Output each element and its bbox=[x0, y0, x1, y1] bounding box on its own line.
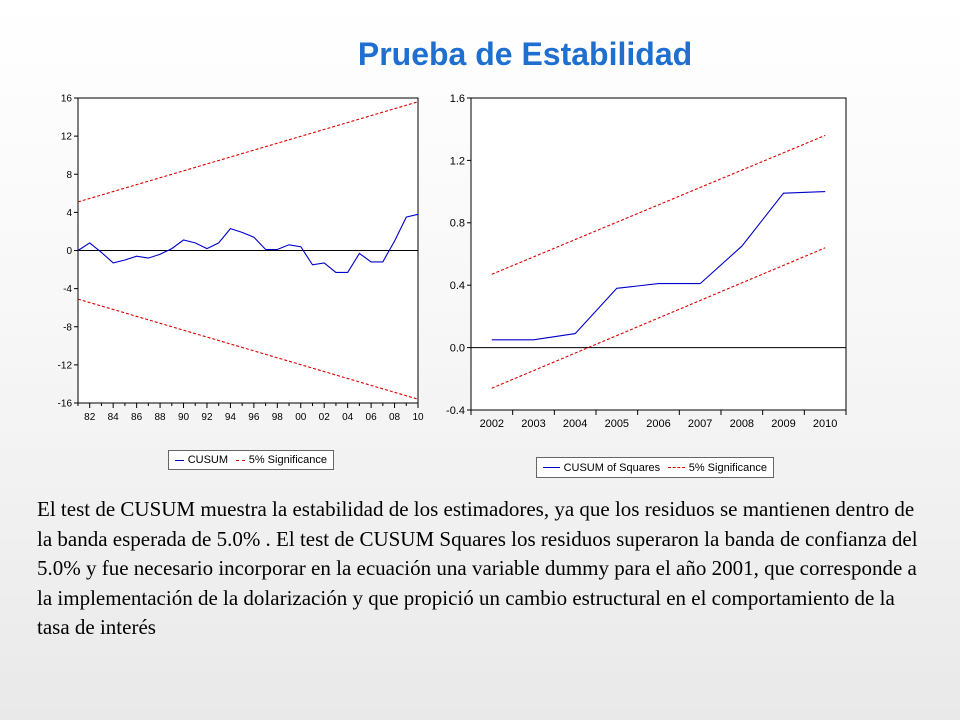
cusum-x-tick-label: 88 bbox=[155, 412, 167, 423]
cusumsq-y-tick-label: 1.6 bbox=[450, 93, 465, 105]
cusum-x-tick-label: 98 bbox=[272, 412, 284, 423]
cusumsq-upper-band-line bbox=[491, 134, 826, 275]
cusum-x-tick-label: 10 bbox=[412, 412, 424, 423]
cusum-x-tick-label: 90 bbox=[178, 412, 190, 423]
cusum-y-tick-label: 12 bbox=[61, 132, 73, 143]
cusum-y-tick-label: -12 bbox=[58, 360, 73, 371]
cusumsq-x-tick-label: 2006 bbox=[646, 418, 670, 430]
cusum-legend: CUSUM 5% Significance bbox=[168, 450, 334, 470]
cusum-x-tick-label: 04 bbox=[342, 412, 354, 423]
page-title: Prueba de Estabilidad bbox=[357, 36, 693, 72]
cusum-x-tick-label: 82 bbox=[84, 412, 96, 423]
cusum-x-tick-label: 92 bbox=[201, 412, 213, 423]
cusumsq-x-tick-label: 2010 bbox=[813, 418, 837, 430]
cusum-squares-chart: 1.6 1.2 0.8 0.4 0.0 -0.4 2002 2003 2004 2005 2006 2… bbox=[446, 93, 847, 430]
legend-label-cusum-squares: CUSUM of Squares bbox=[563, 461, 661, 474]
legend-solid-line-icon bbox=[175, 459, 184, 461]
legend-label-significance: 5% Significance bbox=[248, 454, 327, 466]
legend-dashed-line-icon bbox=[668, 467, 685, 468]
cusum-y-tick-label: -8 bbox=[63, 322, 72, 333]
cusumsq-x-tick-label: 2008 bbox=[730, 418, 754, 430]
cusum-y-tick-label: 0 bbox=[66, 246, 72, 257]
cusumsq-lower-band-line bbox=[491, 247, 826, 389]
legend-label-cusum: CUSUM bbox=[187, 454, 229, 466]
cusum-y-tick-label: 8 bbox=[66, 170, 72, 181]
cusum-x-tick-label: 96 bbox=[248, 412, 260, 423]
cusum-x-tick-label: 08 bbox=[389, 412, 401, 423]
cusumsq-plot-frame bbox=[470, 97, 847, 411]
legend-dashed-line-icon bbox=[236, 459, 245, 461]
cusumsq-y-tick-label: 0.4 bbox=[450, 280, 465, 292]
cusumsq-x-tick-label: 2007 bbox=[688, 418, 712, 430]
cusumsq-y-tick-label: 1.2 bbox=[450, 155, 465, 167]
cusum-x-tick-label: 00 bbox=[295, 412, 307, 423]
cusumsq-series-line bbox=[491, 191, 826, 341]
cusumsq-x-tick-label: 2005 bbox=[605, 418, 629, 430]
cusumsq-y-tick-label: -0.4 bbox=[446, 405, 465, 417]
cusumsq-y-tick-label: 0.8 bbox=[450, 218, 465, 230]
cusumsq-x-tick-label: 2002 bbox=[480, 418, 504, 430]
cusum-x-tick-label: 02 bbox=[319, 412, 331, 423]
cusum-upper-band-line bbox=[77, 101, 419, 203]
cusum-squares-legend: CUSUM of Squares 5% Significance bbox=[536, 457, 774, 478]
cusum-y-tick-label: 4 bbox=[66, 208, 72, 219]
cusumsq-x-tick-label: 2009 bbox=[771, 418, 795, 430]
cusum-x-tick-label: 06 bbox=[366, 412, 378, 423]
cusum-y-tick-label: -4 bbox=[63, 284, 72, 295]
cusum-x-tick-label: 94 bbox=[225, 412, 237, 423]
cusumsq-y-tick-label: 0.0 bbox=[450, 342, 465, 354]
cusumsq-x-tick-label: 2003 bbox=[521, 418, 545, 430]
cusum-x-tick-label: 84 bbox=[108, 412, 120, 423]
cusum-lower-band-line bbox=[77, 298, 419, 400]
cusumsq-x-tick-label: 2004 bbox=[563, 418, 587, 430]
cusum-y-tick-label: 16 bbox=[61, 94, 73, 105]
body-paragraph: El test de CUSUM muestra la estabilidad … bbox=[37, 497, 918, 639]
cusum-x-tick-label: 86 bbox=[131, 412, 143, 423]
legend-solid-line-icon bbox=[543, 467, 560, 468]
legend-label-significance: 5% Significance bbox=[688, 461, 767, 474]
cusum-y-tick-label: -16 bbox=[58, 399, 73, 410]
cusum-series-line bbox=[77, 213, 419, 273]
